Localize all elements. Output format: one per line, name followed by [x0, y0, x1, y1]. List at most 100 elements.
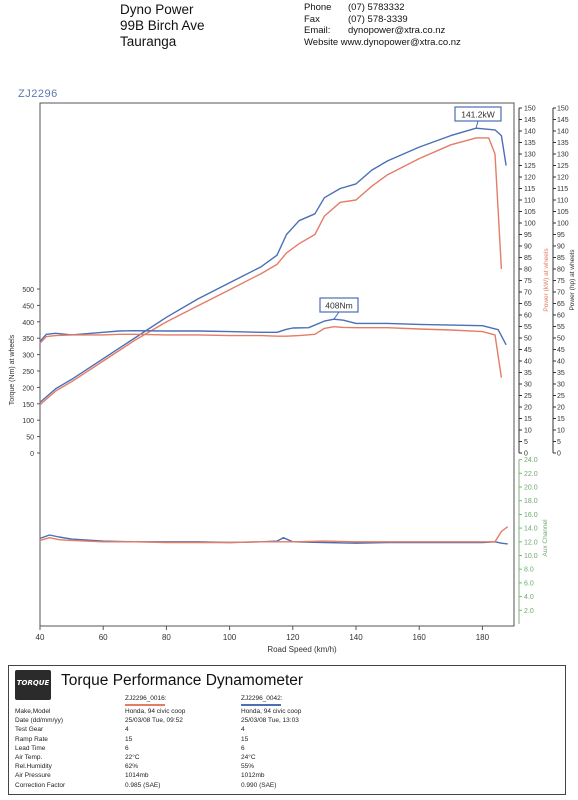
power-hp-tick-label: 150 — [557, 106, 569, 113]
torque-tick-label: 450 — [22, 303, 34, 310]
x-tick-label: 120 — [286, 633, 300, 642]
detail-value: Honda, 94 civic coop — [125, 708, 186, 715]
detail-value: 62% — [125, 763, 139, 771]
power-hp-tick-label: 35 — [557, 370, 565, 377]
detail-value: 24°C — [241, 754, 256, 761]
detail-key: Air Pressure — [15, 772, 51, 780]
torque-tick-label: 0 — [30, 451, 34, 458]
power-kw-tick-label: 95 — [524, 232, 532, 239]
power-kw-tick-label: 75 — [524, 278, 532, 285]
x-tick-label: 40 — [36, 633, 45, 642]
power-kw-tick-label: 140 — [524, 129, 536, 136]
series-line-torque — [39, 326, 503, 378]
x-tick-label: 80 — [162, 633, 171, 642]
annotation-box — [454, 106, 502, 122]
annotation-box — [319, 297, 359, 313]
power-kw-tick-label: 145 — [524, 117, 536, 124]
power-hp-tick-label: 40 — [557, 359, 565, 366]
detail-value: 4 — [241, 726, 245, 734]
company-name: Dyno Power — [120, 2, 194, 17]
detail-key: Lead Time — [15, 744, 46, 752]
detail-value: 1012mb — [241, 772, 265, 780]
annotation-label: 408Nm — [325, 301, 352, 311]
aux-tick-label: 4.0 — [524, 594, 534, 601]
power-hp-tick-label: 140 — [557, 129, 569, 136]
run1-swatch — [125, 704, 165, 706]
address-line-1: 99B Birch Ave — [120, 18, 205, 33]
aux-axis-label: Aux Channel — [542, 519, 549, 557]
torque-tick-label: 200 — [22, 385, 34, 392]
power-kw-tick-label: 70 — [524, 290, 532, 297]
x-tick-label: 180 — [476, 633, 490, 642]
power-hp-tick-label: 60 — [557, 313, 565, 320]
power-hp-tick-label: 115 — [557, 186, 568, 193]
power-hp-tick-label: 75 — [557, 278, 565, 285]
x-tick-label: 160 — [413, 633, 427, 642]
torque-tick-label: 300 — [22, 353, 34, 360]
torque-axis-label: Torque (Nm) at wheels — [9, 334, 16, 405]
power-kw-tick-label: 150 — [524, 106, 536, 113]
email-value[interactable]: dynopower@xtra.co.nz — [348, 25, 446, 36]
power-hp-tick-label: 50 — [557, 336, 565, 343]
detail-value: 25/03/08 Tue, 09:52 — [125, 717, 183, 725]
power-kw-tick-label: 40 — [524, 359, 532, 366]
power-hp-tick-label: 30 — [557, 382, 565, 389]
power-hp-tick-label: 20 — [557, 405, 565, 412]
torque-tick-label: 250 — [22, 369, 34, 376]
power-hp-tick-label: 95 — [557, 232, 565, 239]
series-line-torque — [39, 318, 507, 346]
x-tick-label: 60 — [99, 633, 108, 642]
power-kw-tick-label: 130 — [524, 152, 536, 159]
series-line-power — [39, 127, 507, 403]
power-hp-tick-label: 105 — [557, 209, 569, 216]
power-hp-tick-label: 110 — [557, 198, 568, 205]
power-hp-tick-label: 90 — [557, 244, 565, 251]
power-kw-tick-label: 60 — [524, 313, 532, 320]
detail-value: 55% — [241, 763, 255, 771]
aux-tick-label: 12.0 — [524, 539, 538, 546]
detail-key: Air Temp. — [15, 754, 43, 761]
plot-area — [39, 102, 515, 627]
power-hp-tick-label: 70 — [557, 290, 565, 297]
power-kw-tick-label: 65 — [524, 301, 532, 308]
torque-tick-label: 400 — [22, 320, 34, 327]
phone-value: (07) 5783332 — [348, 2, 405, 13]
torque-tick-label: 150 — [22, 402, 34, 409]
detail-value: 0.985 (SAE) — [125, 781, 161, 789]
annotation-leader — [475, 120, 479, 129]
run1-label: ZJ2296_0016: — [125, 695, 167, 702]
aux-tick-label: 16.0 — [524, 512, 538, 519]
aux-tick-label: 14.0 — [524, 526, 538, 533]
power-kw-tick-label: 115 — [524, 186, 535, 193]
power-kw-tick-label: 125 — [524, 163, 536, 170]
power-kw-tick-label: 30 — [524, 382, 532, 389]
power-hp-tick-label: 145 — [557, 117, 569, 124]
x-tick-label: 100 — [223, 633, 237, 642]
power-hp-tick-label: 135 — [557, 140, 569, 147]
footer-title: Torque Performance Dynamometer — [61, 672, 304, 689]
series-line-power — [39, 137, 503, 406]
aux-tick-label: 18.0 — [524, 498, 538, 505]
torque-logo: TORQUE — [15, 670, 51, 700]
phone-label: Phone — [304, 2, 332, 13]
power-kw-tick-label: 45 — [524, 347, 532, 354]
aux-tick-label: 10.0 — [524, 553, 538, 560]
torque-tick-label: 500 — [22, 287, 34, 294]
power-hp-tick-label: 130 — [557, 152, 569, 159]
contact-block: Phone (07) 5783332 Fax (07) 578-3339 Email… — [304, 2, 461, 48]
power-kw-tick-label: 5 — [524, 439, 528, 446]
detail-value: 0.990 (SAE) — [241, 781, 277, 789]
detail-key: Correction Factor — [15, 781, 66, 789]
detail-value: 1014mb — [125, 772, 149, 780]
detail-key: Ramp Rate — [15, 735, 48, 743]
aux-tick-label: 24.0 — [524, 457, 538, 464]
detail-value: 6 — [125, 744, 129, 752]
power-kw-tick-label: 20 — [524, 405, 532, 412]
detail-value: 6 — [241, 744, 245, 752]
power-hp-tick-label: 15 — [557, 416, 565, 423]
power-kw-tick-label: 35 — [524, 370, 532, 377]
detail-value: Honda, 94 civic coop — [241, 708, 302, 715]
website-value[interactable]: www.dynopower@xtra.co.nz — [340, 36, 461, 48]
detail-key: Test Gear — [15, 726, 44, 734]
